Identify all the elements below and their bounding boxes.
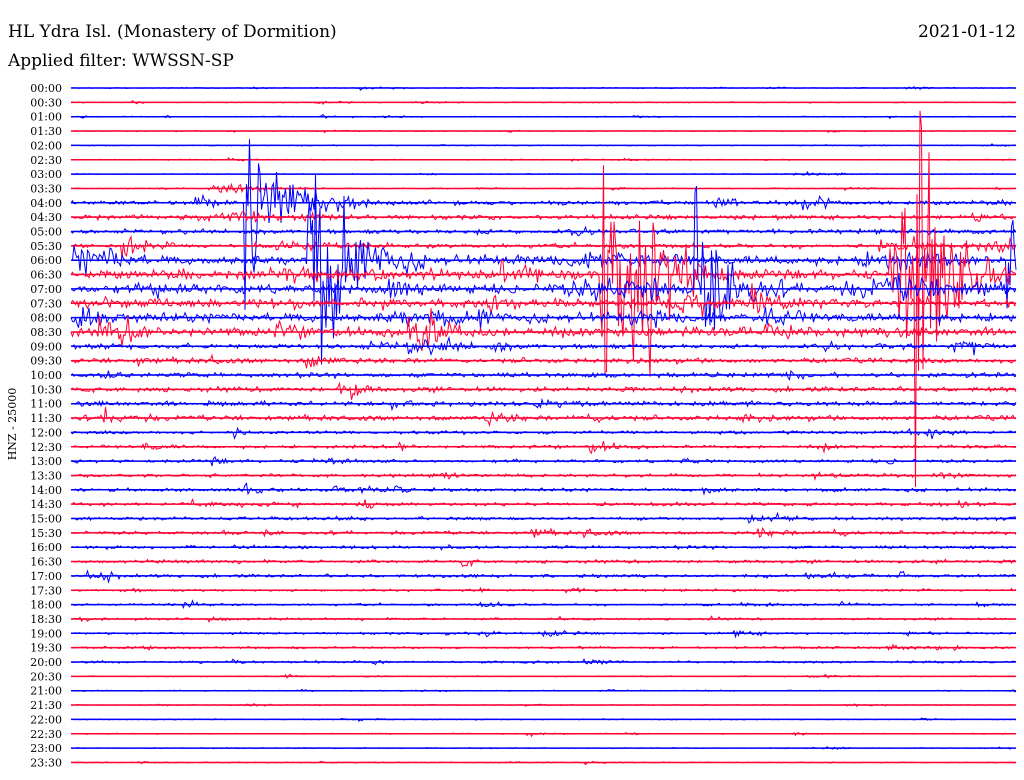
tick-label-0100: 01:00: [30, 111, 62, 124]
tick-label-0200: 02:00: [30, 139, 62, 152]
tick-label-1900: 19:00: [30, 627, 62, 640]
trace-0630: [70, 110, 1017, 488]
tick-label-1030: 10:30: [30, 383, 62, 396]
tick-label-0430: 04:30: [30, 211, 62, 224]
tick-label-0800: 08:00: [30, 312, 62, 325]
tick-label-1830: 18:30: [30, 613, 62, 626]
tick-label-0530: 05:30: [30, 240, 62, 253]
tick-label-1730: 17:30: [30, 584, 62, 597]
tick-label-0630: 06:30: [30, 269, 62, 282]
date-label: 2021-01-12: [918, 22, 1016, 42]
tick-label-1930: 19:30: [30, 642, 62, 655]
tick-label-2230: 22:30: [30, 728, 62, 741]
trace-0830: [70, 308, 1017, 352]
tick-label-1530: 15:30: [30, 527, 62, 540]
tick-label-1130: 11:30: [30, 412, 62, 425]
tick-label-0300: 03:00: [30, 168, 62, 181]
station-title: HL Ydra Isl. (Monastery of Dormition): [8, 22, 337, 42]
tick-label-0000: 00:00: [30, 82, 62, 95]
trace-1630: [70, 558, 1017, 568]
tick-label-1600: 16:00: [30, 541, 62, 554]
tick-label-0500: 05:00: [30, 226, 62, 239]
trace-0600: [71, 173, 1017, 365]
tick-label-2130: 21:30: [30, 699, 62, 712]
tick-label-2200: 22:00: [30, 713, 62, 726]
seismic-traces: [70, 85, 1017, 766]
tick-label-0930: 09:30: [30, 355, 62, 368]
trace-1400: [70, 482, 1017, 496]
tick-label-2030: 20:30: [30, 670, 62, 683]
tick-label-0700: 07:00: [30, 283, 62, 296]
tick-label-0600: 06:00: [30, 254, 62, 267]
tick-label-0730: 07:30: [30, 297, 62, 310]
tick-label-1500: 15:00: [30, 513, 62, 526]
tick-label-0130: 01:30: [30, 125, 62, 138]
tick-label-0230: 02:30: [30, 154, 62, 167]
tick-label-1300: 13:00: [30, 455, 62, 468]
tick-label-1230: 12:30: [30, 441, 62, 454]
tick-label-2330: 23:30: [30, 756, 62, 769]
tick-label-1200: 12:00: [30, 426, 62, 439]
tick-label-0830: 08:30: [30, 326, 62, 339]
tick-label-1630: 16:30: [30, 556, 62, 569]
tick-label-0900: 09:00: [30, 340, 62, 353]
tick-label-1330: 13:30: [30, 469, 62, 482]
tick-label-1800: 18:00: [30, 599, 62, 612]
tick-label-1700: 17:00: [30, 570, 62, 583]
trace-0930: [70, 353, 1017, 369]
tick-label-1000: 10:00: [30, 369, 62, 382]
trace-1200: [70, 426, 1017, 440]
tick-label-0030: 00:30: [30, 96, 62, 109]
trace-0400: [70, 139, 1017, 310]
tick-label-1400: 14:00: [30, 484, 62, 497]
y-axis-label: HNZ - 25000: [6, 388, 19, 461]
trace-1130: [70, 406, 1017, 428]
tick-label-1100: 11:00: [30, 398, 62, 411]
trace-0530: [70, 235, 1017, 258]
tick-label-0400: 04:00: [30, 197, 62, 210]
trace-0700: [70, 185, 1017, 330]
tick-label-2300: 23:00: [30, 742, 62, 755]
trace-1030: [70, 381, 1017, 400]
filter-label: Applied filter: WWSSN-SP: [7, 51, 234, 71]
trace-1100: [71, 397, 1017, 412]
tick-label-2100: 21:00: [30, 685, 62, 698]
tick-label-1430: 14:30: [30, 498, 62, 511]
tick-label-0330: 03:30: [30, 182, 62, 195]
tick-label-2000: 20:00: [30, 656, 62, 669]
